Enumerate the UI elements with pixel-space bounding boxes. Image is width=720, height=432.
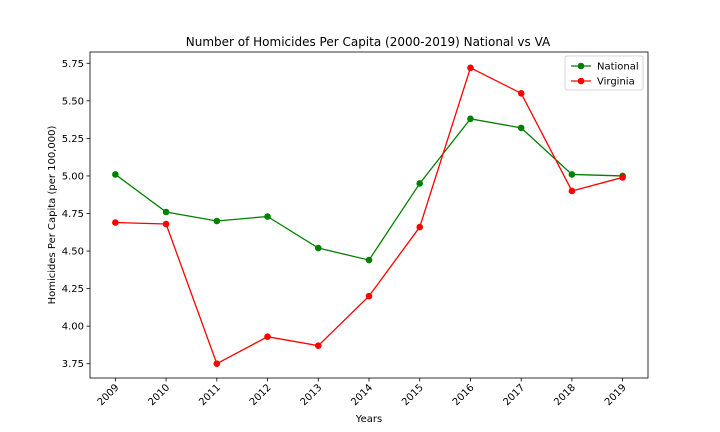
data-point-virginia (213, 360, 221, 368)
plot-frame (89, 51, 649, 379)
legend-marker (577, 62, 585, 70)
y-axis: 3.75 4.00 4.25 4.50 4.75 5.00 5.25 5.50 5.75 (62, 59, 90, 370)
data-point-virginia (162, 220, 170, 228)
y-tick-label: 4.00 (62, 322, 84, 333)
series-line-virginia (115, 66, 623, 365)
data-point-national (162, 208, 170, 216)
x-tick-label: 2012 (248, 382, 274, 408)
x-tick-label: 2015 (400, 382, 426, 408)
y-tick-label: 5.75 (62, 59, 84, 70)
x-axis: 2009 2010 2011 2012 2013 2014 2015 2016 2017 2018… (96, 378, 629, 408)
data-point-national (517, 124, 525, 132)
x-tick-label: 2010 (146, 382, 172, 408)
x-tick-label: 2014 (349, 382, 375, 408)
y-tick-label: 4.75 (62, 209, 84, 220)
data-point-virginia (365, 292, 373, 300)
legend-marker (577, 77, 585, 85)
y-axis-label: Homicides Per Capita (per 100,000) (47, 125, 58, 304)
data-point-national (314, 244, 322, 252)
y-tick-label: 3.75 (62, 359, 84, 370)
data-point-national (365, 256, 373, 264)
y-tick-label: 4.50 (62, 247, 84, 258)
chart-title: Number of Homicides Per Capita (2000-201… (186, 35, 551, 49)
data-point-virginia (112, 219, 119, 226)
legend-label: National (597, 62, 639, 73)
plot-area (112, 64, 626, 368)
y-tick-label: 4.25 (62, 284, 84, 295)
data-point-virginia (416, 223, 424, 231)
y-tick-label: 5.00 (62, 171, 84, 182)
data-point-national (112, 171, 119, 178)
series-line-national (114, 118, 623, 261)
x-tick-label: 2009 (96, 382, 122, 408)
x-tick-label: 2017 (502, 382, 528, 408)
data-point-national (264, 213, 271, 220)
data-point-virginia (619, 174, 626, 181)
y-tick-label: 5.50 (62, 96, 84, 107)
legend: National Virginia (564, 55, 644, 91)
data-point-virginia (467, 64, 474, 72)
data-point-national (568, 171, 576, 178)
data-point-national (467, 115, 474, 123)
x-tick-label: 2011 (197, 382, 223, 408)
data-point-virginia (568, 187, 576, 195)
x-tick-label: 2013 (299, 382, 325, 408)
x-tick-label: 2019 (603, 382, 629, 408)
y-tick-label: 5.25 (62, 134, 84, 145)
data-point-virginia (517, 90, 525, 97)
data-point-virginia (264, 333, 271, 340)
legend-label: Virginia (597, 77, 635, 88)
data-point-national (213, 217, 221, 225)
data-point-virginia (314, 342, 322, 350)
data-point-national (416, 180, 424, 187)
x-tick-label: 2018 (552, 382, 578, 408)
x-axis-label: Years (355, 414, 382, 425)
x-tick-label: 2016 (451, 382, 477, 408)
